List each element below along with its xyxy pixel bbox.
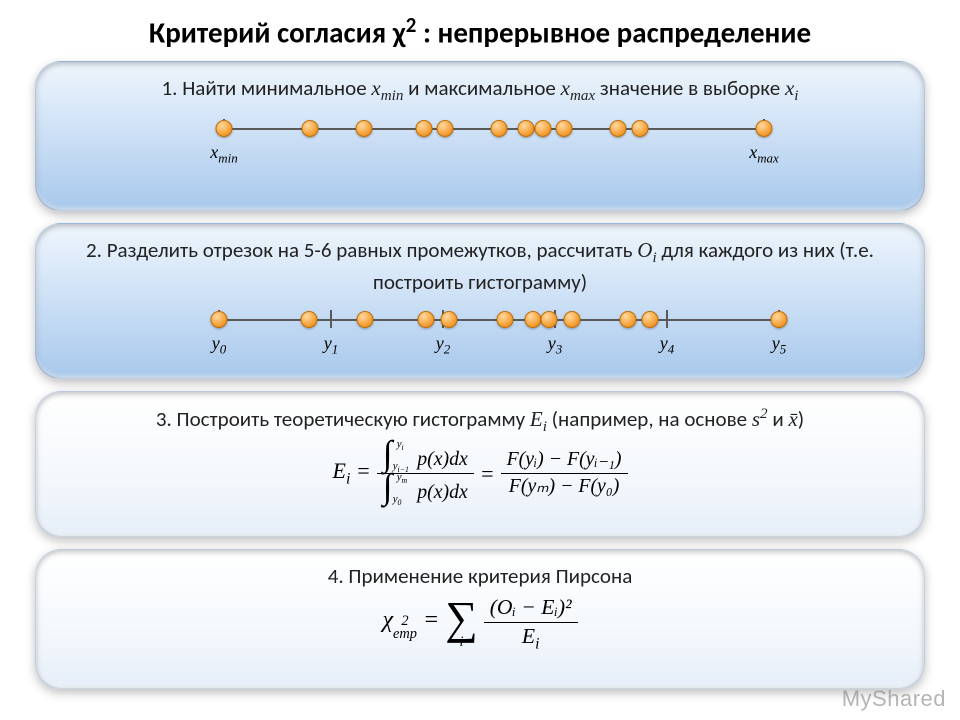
data-point-dot: [418, 311, 435, 328]
axis-tick: [330, 310, 332, 328]
data-point-dot: [496, 311, 513, 328]
data-point-dot: [211, 311, 228, 328]
axis-label: y3: [548, 333, 562, 358]
card4-formula: χ2emp = ∑i (Oᵢ − Eᵢ)² Ei: [54, 596, 906, 652]
card-step-1: 1. Найти минимальное xmin и максимальное…: [35, 61, 925, 211]
data-point-dot: [524, 311, 541, 328]
card4-text: 4. Применение критерия Пирсона: [54, 562, 906, 590]
axis-label: y1: [324, 333, 338, 358]
data-point-dot: [619, 311, 636, 328]
data-point-dot: [415, 120, 432, 137]
number-line-1: xmin xmax: [54, 114, 906, 168]
card-step-3: 3. Построить теоретическую гистограмму E…: [35, 391, 925, 537]
card2-text: 2. Разделить отрезок на 5-6 равных проме…: [54, 236, 906, 297]
data-point-dot: [610, 120, 627, 137]
title-part-b: : непрерывное распределение: [416, 15, 811, 51]
data-point-dot: [756, 120, 773, 137]
data-point-dot: [356, 311, 373, 328]
data-point-dot: [771, 311, 788, 328]
card1-text: 1. Найти минимальное xmin и максимальное…: [54, 74, 906, 107]
data-point-dot: [642, 311, 659, 328]
axis-label: y2: [436, 333, 450, 358]
title-part-a: Критерий согласия χ: [149, 15, 406, 51]
axis-label: y5: [772, 333, 786, 358]
data-point-dot: [491, 120, 508, 137]
data-point-dot: [300, 311, 317, 328]
card3-text: 3. Построить теоретическую гистограмму E…: [54, 404, 906, 438]
axis-label: y4: [660, 333, 674, 358]
card3-formula: Ei = ∫yiyi−1 p(x)dx ∫ymy0 p(x)dx = F(yᵢ)…: [54, 443, 906, 504]
axis-label: xmin: [210, 142, 237, 167]
axis-label: y0: [212, 333, 226, 358]
card-step-4: 4. Применение критерия Пирсона χ2emp = ∑…: [35, 549, 925, 689]
axis-tick: [666, 310, 668, 328]
axis-label: xmax: [749, 142, 779, 167]
data-point-dot: [563, 311, 580, 328]
data-point-dot: [440, 311, 457, 328]
card-step-2: 2. Разделить отрезок на 5-6 равных проме…: [35, 223, 925, 379]
page-title: Критерий согласия χ2 : непрерывное распр…: [0, 0, 960, 61]
data-point-dot: [556, 120, 573, 137]
data-point-dot: [356, 120, 373, 137]
data-point-dot: [518, 120, 535, 137]
data-point-dot: [534, 120, 551, 137]
number-line-2: y0 y1 y2 y3 y4 y5: [54, 305, 906, 359]
data-point-dot: [541, 311, 558, 328]
watermark: MyShared: [842, 686, 946, 712]
data-point-dot: [302, 120, 319, 137]
data-point-dot: [631, 120, 648, 137]
data-point-dot: [216, 120, 233, 137]
data-point-dot: [437, 120, 454, 137]
